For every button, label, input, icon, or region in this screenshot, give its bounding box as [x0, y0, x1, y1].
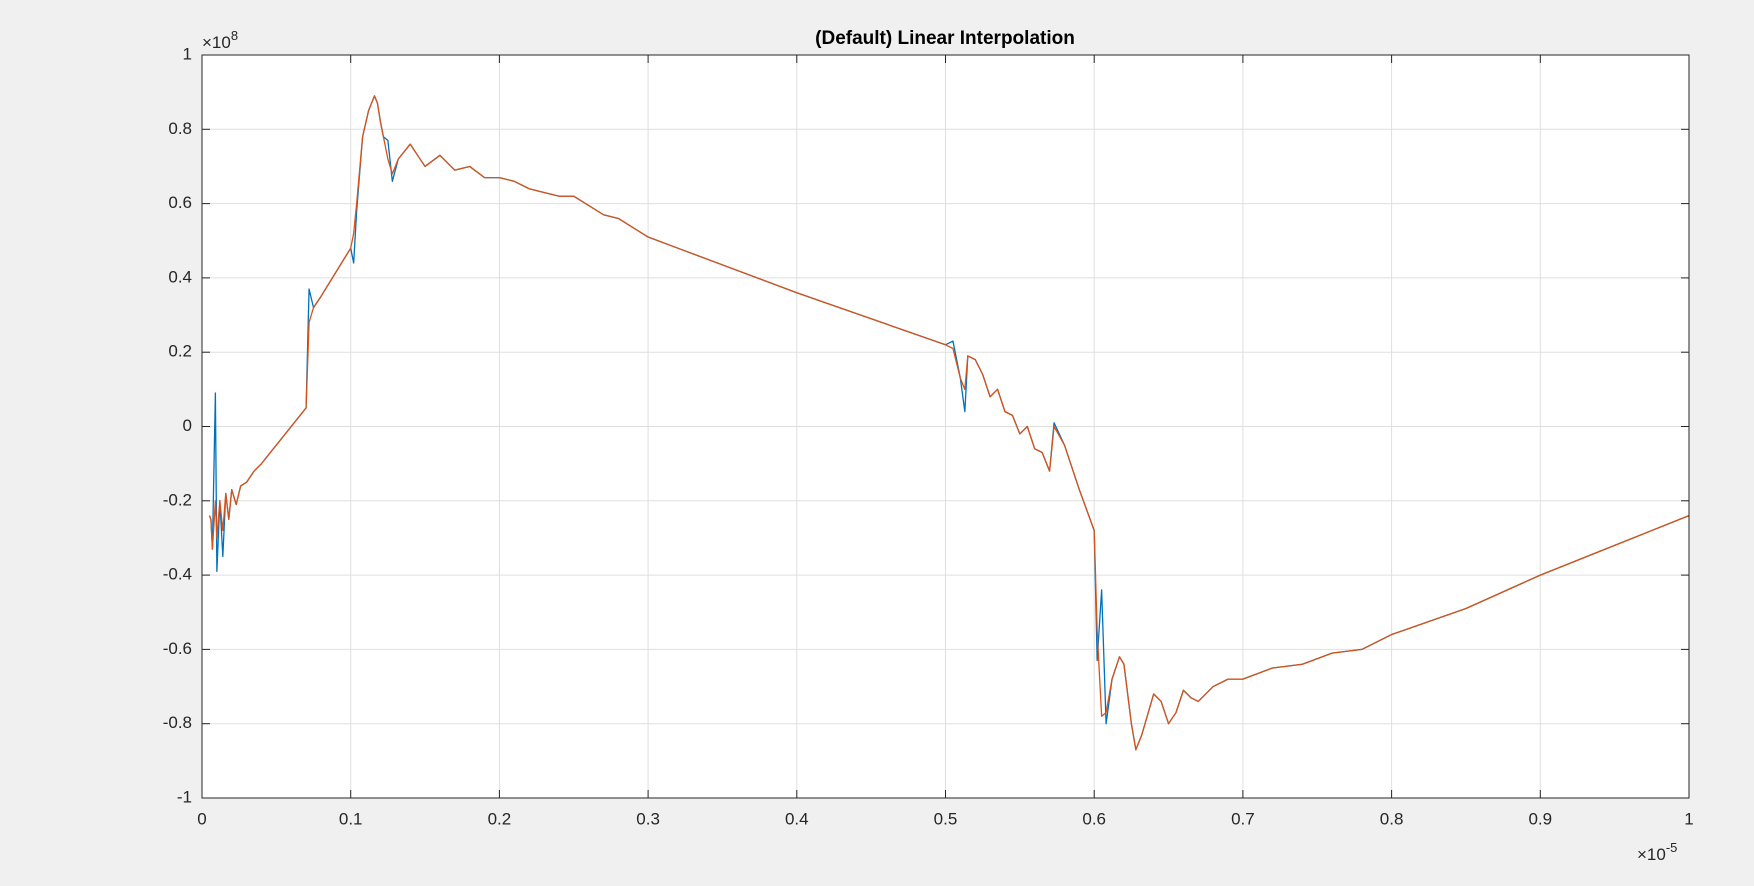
- y-tick-label: 0.8: [168, 119, 192, 138]
- x-exponent: -5: [1666, 840, 1678, 855]
- chart-title: (Default) Linear Interpolation: [815, 28, 1075, 49]
- y-tick-label: 0: [183, 416, 192, 435]
- x-tick-label: 0.5: [934, 809, 958, 828]
- x-tick-label: 0.7: [1231, 809, 1255, 828]
- y-tick-label: -0.2: [163, 490, 192, 509]
- y-tick-label: -1: [177, 787, 192, 806]
- y-tick-label: 0.6: [168, 193, 192, 212]
- x-multiplier: ×10: [1637, 845, 1666, 864]
- y-tick-label: -0.8: [163, 713, 192, 732]
- lines: [208, 95, 1690, 751]
- x-tick-label: 0.3: [636, 809, 660, 828]
- y-multiplier: ×10: [202, 33, 231, 52]
- y-exponent: 8: [231, 28, 238, 43]
- y-tick-label: 0.4: [168, 267, 192, 286]
- x-tick-label: 0.1: [339, 809, 363, 828]
- x-tick-label: 0: [197, 809, 206, 828]
- y-tick-label: -0.4: [163, 565, 192, 584]
- y-tick-label: 1: [183, 44, 192, 63]
- series-line: [208, 95, 1690, 751]
- x-tick-label: 0.4: [785, 809, 809, 828]
- y-exponent-label: ×108: [202, 28, 238, 52]
- x-tick-label: 1: [1684, 809, 1693, 828]
- x-tick-label: 0.8: [1380, 809, 1404, 828]
- x-tick-label: 0.2: [488, 809, 512, 828]
- x-tick-label: 0.6: [1082, 809, 1106, 828]
- x-tick-label: 0.9: [1528, 809, 1552, 828]
- y-tick-label: -0.6: [163, 639, 192, 658]
- x-exponent-label: ×10-5: [1637, 840, 1677, 864]
- y-tick-label: 0.2: [168, 342, 192, 361]
- labels: 0 0.1 0.2 0.3 0.4 0.5 0.6 0.7 0.8 0.9 1 -1 -0.8 -0.6 -…: [163, 44, 1694, 828]
